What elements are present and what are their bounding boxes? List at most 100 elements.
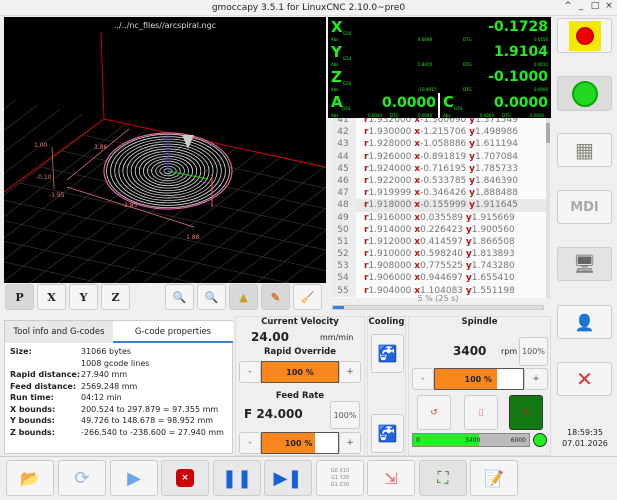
run-from-line-button[interactable]: G0 X10 G1 Y20 G1 Z30 <box>316 460 364 496</box>
gcode-line[interactable]: 46 r1.922000 x-0.533785 y1.846390 <box>330 174 546 188</box>
edit-file-button[interactable]: ⇲ <box>367 460 415 496</box>
rapid-override-fill: 100 % <box>262 362 338 382</box>
clear-plot-button[interactable]: 🧹 <box>293 284 322 310</box>
run-button[interactable]: ▶ <box>110 460 158 496</box>
grid-line <box>4 261 102 283</box>
property-value: 1008 gcode lines <box>81 358 150 368</box>
dro-value-c[interactable]: 0.0000 <box>493 95 548 111</box>
stop-button[interactable]: × <box>161 460 209 496</box>
property-value: -266.540 to -238.600 = 27.940 mm <box>81 427 224 437</box>
gcode-line[interactable]: 49 r1.916000 x0.035589 y1.915669 <box>330 211 546 224</box>
window-close-button[interactable]: × <box>605 1 613 11</box>
gcode-line[interactable]: 41 r1.932000 x-1.360690 y1.371549 <box>330 118 546 127</box>
spindle-reset-button[interactable]: 100% <box>519 337 548 366</box>
view-y-button[interactable]: Y <box>69 284 98 310</box>
gcode-line[interactable]: 55 r1.904000 x1.104083 y1.551198 <box>330 284 546 297</box>
zoom-out-button[interactable]: 🔍 <box>197 284 226 310</box>
window-shade-button[interactable]: ^ <box>564 1 572 11</box>
spindle-speed-bar: 0 3400 6000 <box>412 433 530 447</box>
line-text: r1.924000 x-0.716195 y1.785733 <box>364 163 518 174</box>
gcode-line[interactable]: 51 r1.912000 x0.414597 y1.866508 <box>330 235 546 249</box>
x-axis-marker <box>167 170 209 180</box>
show-dimensions-button[interactable]: ▲ <box>229 284 258 310</box>
pause-button[interactable]: ❚❚ <box>213 460 261 496</box>
exit-button[interactable]: ✕ <box>557 362 612 396</box>
manual-mode-button[interactable]: ▦ <box>557 133 612 167</box>
dro-coord-system: G54 <box>342 106 351 111</box>
auto-mode-button[interactable]: 🖥 <box>557 247 612 281</box>
window-maximize-button[interactable]: □ <box>590 1 600 11</box>
spindle-plus-button[interactable]: + <box>524 368 548 390</box>
dro-value-x[interactable]: -0.1728 <box>488 19 548 35</box>
gcode-scrollbar[interactable] <box>546 118 550 298</box>
view-z-button[interactable]: Z <box>101 284 130 310</box>
gcode-line[interactable]: 45 r1.924000 x-0.716195 y1.785733 <box>330 162 546 175</box>
feed-minus-button[interactable]: - <box>239 432 261 454</box>
view-x-button[interactable]: X <box>37 284 66 310</box>
grid-line <box>57 147 237 283</box>
gcode-line[interactable]: 44 r1.926000 x-0.891819 y1.707084 <box>330 150 546 163</box>
tab-tool-info[interactable]: Tool info and G-codes <box>5 321 113 343</box>
view-x-icon: X <box>47 290 56 304</box>
gcode-preview-3d[interactable]: ../../nc_files//arcspiral.ngc 1.00 -0.10… <box>4 17 326 283</box>
rapid-override-slider[interactable]: 100 % <box>261 361 339 383</box>
step-button[interactable]: ▶❚ <box>264 460 312 496</box>
gcode-line[interactable]: 54 r1.906000 x0.944697 y1.655410 <box>330 272 546 285</box>
dim-label: 3.83 <box>124 202 138 209</box>
rapid-minus-button[interactable]: - <box>239 361 261 383</box>
broom-icon: 🧹 <box>300 290 315 304</box>
spindle-unit: rpm <box>501 347 518 356</box>
spindle-override-slider[interactable]: 100 % <box>434 368 524 390</box>
feed-plus-button[interactable]: + <box>339 432 361 454</box>
gcode-line[interactable]: 52 r1.910000 x0.598240 y1.813893 <box>330 248 546 261</box>
grid-line <box>29 142 215 283</box>
gcode-line[interactable]: 42 r1.930000 x-1.215706 y1.498986 <box>330 126 546 139</box>
machine-power-button[interactable] <box>557 76 612 111</box>
notes-button[interactable]: 📝 <box>470 460 518 496</box>
line-number: 52 <box>330 248 356 261</box>
gcode-line[interactable]: 48 r1.918000 x-0.155999 y1.911645 <box>330 199 546 212</box>
spindle-stop-button[interactable]: ▯ <box>464 395 498 430</box>
settings-page-button[interactable]: 👤 <box>557 305 612 339</box>
rapid-plus-button[interactable]: + <box>339 361 361 383</box>
pause-icon: ❚❚ <box>221 467 253 489</box>
grid-line <box>4 104 39 131</box>
feed-override-slider[interactable]: 100 % <box>261 432 339 454</box>
gcode-line[interactable]: 43 r1.928000 x-1.058886 y1.611194 <box>330 138 546 151</box>
mist-coolant-button[interactable]: 🚰 <box>371 414 404 453</box>
dro-value-a[interactable]: 0.0000 <box>381 95 436 111</box>
edit-icon: ⇲ <box>384 468 398 488</box>
zoom-in-button[interactable]: 🔍 <box>165 284 194 310</box>
dro-abs-value: 9.6698 <box>418 37 432 42</box>
gcode-view[interactable]: 41 r1.932000 x-1.360690 y1.371549 42 r1.930… <box>330 118 546 298</box>
flood-coolant-button[interactable]: 🚰 <box>371 334 404 373</box>
fullscreen-button[interactable]: ⛶ <box>419 460 467 496</box>
stop-icon: × <box>176 469 194 487</box>
line-text: r1.908000 x0.775525 y1.743280 <box>364 261 515 272</box>
show-path-button[interactable]: ✎ <box>261 284 290 310</box>
feed-rate-title: Feed Rate <box>275 391 325 401</box>
open-file-button[interactable]: 📂 <box>6 460 54 496</box>
mdi-mode-button[interactable]: MDI <box>557 190 612 224</box>
tab-gcode-properties[interactable]: G-code properties <box>113 321 233 343</box>
spindle-minus-button[interactable]: - <box>412 368 434 390</box>
property-key: Rapid distance: <box>10 370 81 379</box>
gcode-line[interactable]: 47 r1.919999 x-0.346426 y1.888488 <box>330 187 546 200</box>
grid-line <box>114 157 281 283</box>
reload-button[interactable]: ⟳ <box>58 460 106 496</box>
feed-reset-button[interactable]: 100% <box>330 401 360 429</box>
dro-value-y[interactable]: 1.9104 <box>493 44 548 60</box>
spindle-override-value: 100 % <box>464 374 493 384</box>
view-perspective-button[interactable]: P <box>5 284 34 310</box>
velocity-title: Current Velocity <box>261 317 339 327</box>
window-minimize-button[interactable]: _ <box>578 1 584 11</box>
fullscreen-icon: ⛶ <box>437 468 449 487</box>
estop-button[interactable] <box>557 18 612 53</box>
gcode-line[interactable]: 53 r1.908000 x0.775525 y1.743280 <box>330 260 546 273</box>
window-title: gmoccapy 3.5.1 for LinuxCNC 2.10.0~pre0 <box>211 3 406 13</box>
gcode-line[interactable]: 50 r1.914000 x0.226423 y1.900560 <box>330 223 546 236</box>
line-number: 41 <box>330 118 356 127</box>
dro-value-z[interactable]: -0.1000 <box>488 69 548 85</box>
spindle-ccw-button[interactable]: ↺ <box>417 395 451 430</box>
spindle-cw-button[interactable]: ↻ <box>509 395 543 430</box>
